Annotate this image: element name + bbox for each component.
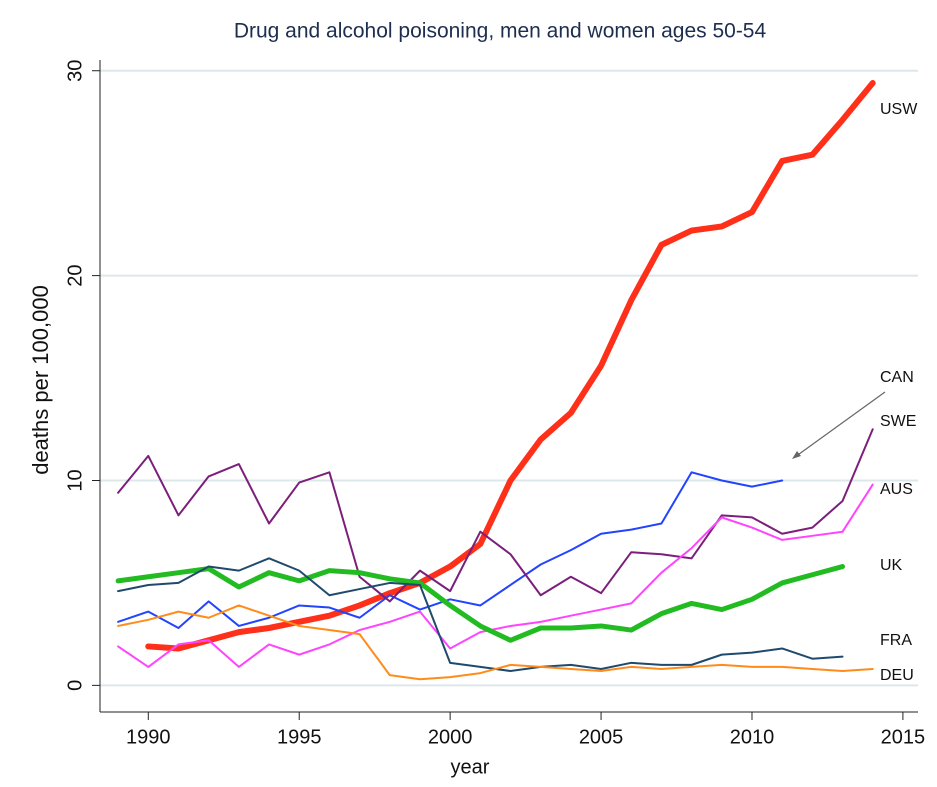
series-line bbox=[117, 471, 784, 629]
y-axis-label: deaths per 100,000 bbox=[28, 285, 53, 475]
x-axis-label: year bbox=[451, 756, 490, 778]
series-label: UK bbox=[880, 557, 903, 574]
series-line bbox=[117, 557, 844, 673]
series-line bbox=[145, 80, 876, 652]
series-label: USW bbox=[880, 101, 918, 118]
arrow-head bbox=[792, 451, 801, 459]
x-tick-label: 2015 bbox=[881, 726, 926, 748]
x-tick-label: 2005 bbox=[579, 726, 624, 748]
series-line bbox=[115, 564, 846, 643]
series-label: SWE bbox=[880, 413, 916, 430]
x-tick-label: 1990 bbox=[126, 726, 171, 748]
x-tick-label: 1995 bbox=[277, 726, 322, 748]
x-tick-label: 2000 bbox=[428, 726, 473, 748]
y-tick-label: 10 bbox=[64, 469, 86, 491]
y-tick-label: 30 bbox=[64, 60, 86, 82]
x-tick-label: 2010 bbox=[730, 726, 775, 748]
series-line bbox=[117, 483, 874, 668]
series-label: CAN bbox=[880, 369, 914, 386]
chart-title: Drug and alcohol poisoning, men and wome… bbox=[234, 20, 767, 43]
series-label: FRA bbox=[880, 632, 912, 649]
y-tick-label: 20 bbox=[64, 264, 86, 286]
annotation-arrow bbox=[794, 391, 886, 458]
series-line bbox=[117, 428, 874, 603]
y-tick-label: 0 bbox=[64, 680, 86, 691]
series-label: DEU bbox=[880, 667, 914, 684]
series-line bbox=[117, 604, 874, 681]
series-label: AUS bbox=[880, 481, 913, 498]
